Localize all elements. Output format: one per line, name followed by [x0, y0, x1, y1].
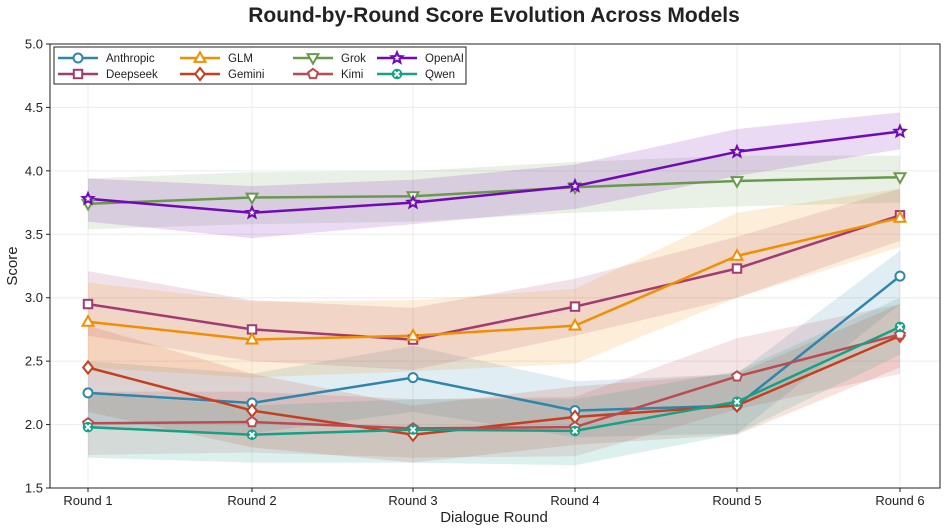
- legend-label-grok: Grok: [341, 53, 366, 65]
- point-grok: [892, 172, 908, 185]
- point-anthropic: [82, 387, 94, 399]
- x-tick-label: Round 3: [388, 493, 437, 508]
- point-kimi: [730, 370, 744, 382]
- point-gemini: [81, 359, 95, 376]
- legend-marker-gemini: [193, 66, 207, 82]
- band-glm: [88, 188, 900, 378]
- band-anthropic: [88, 250, 900, 438]
- point-anthropic: [407, 372, 419, 384]
- line-openai: [87, 130, 901, 214]
- point-glm: [80, 314, 96, 327]
- legend-marker-anthropic: [72, 52, 84, 64]
- plot-frame: [49, 43, 941, 489]
- y-tick-label: 2.0: [25, 417, 43, 432]
- point-grok: [729, 176, 745, 189]
- legend-label-deepseek: Deepseek: [106, 69, 158, 81]
- legend-marker-qwen: [391, 68, 403, 80]
- point-qwen: [894, 321, 906, 333]
- legend-label-kimi: Kimi: [341, 69, 363, 81]
- legend-label-glm: GLM: [228, 53, 253, 65]
- line-deepseek: [87, 214, 901, 341]
- point-glm: [567, 317, 583, 331]
- legend: Anthropic Deepseek GLM Gemini Grok Kimi OpenAI…: [53, 46, 467, 85]
- point-deepseek: [82, 298, 94, 310]
- y-tick-label: 2.5: [25, 354, 43, 369]
- line-anthropic: [87, 275, 901, 412]
- line-gemini: [87, 334, 901, 436]
- point-openai: [80, 190, 96, 206]
- line-kimi: [87, 333, 901, 430]
- chart-title: Round-by-Round Score Evolution Across Mo…: [248, 4, 740, 27]
- point-deepseek: [731, 263, 743, 274]
- legend-label-qwen: Qwen: [425, 69, 455, 81]
- series-markers: [80, 123, 908, 443]
- legend-marker-kimi: [306, 67, 320, 80]
- legend-label-gemini: Gemini: [228, 69, 264, 81]
- x-tick-label: Round 4: [550, 493, 599, 508]
- series-lines: [87, 130, 901, 436]
- x-tick-label: Round 5: [712, 493, 761, 508]
- legend-label-anthropic: Anthropic: [106, 53, 155, 65]
- point-openai: [567, 177, 583, 193]
- point-qwen: [82, 421, 94, 433]
- y-tick-label: 4.0: [25, 163, 43, 178]
- point-qwen: [246, 429, 258, 440]
- x-tick-label: Round 2: [227, 493, 276, 508]
- point-grok: [244, 192, 260, 206]
- band-deepseek: [88, 188, 900, 370]
- band-openai: [88, 112, 900, 239]
- y-tick-label: 1.5: [25, 481, 43, 496]
- point-openai: [405, 194, 421, 210]
- y-axis-ticks: 1.5 2.0 2.5 3.0 3.5 4.0 4.5 5.0: [25, 37, 50, 496]
- point-anthropic: [894, 270, 906, 282]
- point-qwen: [407, 424, 419, 435]
- y-tick-label: 3.5: [25, 227, 43, 242]
- point-qwen: [731, 396, 743, 407]
- line-grok: [87, 175, 901, 206]
- point-glm: [892, 210, 908, 223]
- point-kimi: [245, 415, 259, 428]
- point-glm: [729, 248, 745, 261]
- y-tick-label: 3.0: [25, 290, 43, 305]
- y-tick-label: 5.0: [25, 37, 43, 52]
- legend-marker-grok: [305, 53, 321, 66]
- y-tick-label: 4.5: [25, 100, 43, 115]
- confidence-bands: [88, 112, 900, 466]
- x-axis-ticks: Round 1 Round 2 Round 3 Round 4 Round 5 Round…: [63, 488, 925, 508]
- point-kimi: [893, 328, 907, 340]
- point-openai: [729, 143, 745, 159]
- point-glm: [244, 331, 260, 345]
- y-axis-label: Score: [4, 246, 21, 285]
- legend-marker-openai: [389, 49, 405, 65]
- point-openai: [244, 204, 260, 220]
- legend-marker-glm: [192, 50, 208, 63]
- point-qwen: [569, 425, 581, 437]
- line-qwen: [87, 325, 901, 436]
- point-deepseek: [569, 301, 581, 312]
- x-axis-label: Dialogue Round: [440, 509, 548, 526]
- legend-label-openai: OpenAI: [425, 53, 464, 65]
- point-glm: [405, 328, 421, 341]
- x-tick-label: Round 6: [875, 493, 924, 508]
- legend-marker-deepseek: [72, 68, 84, 80]
- line-glm: [87, 216, 901, 341]
- x-tick-label: Round 1: [63, 493, 112, 508]
- point-openai: [892, 123, 908, 139]
- band-kimi: [88, 304, 900, 458]
